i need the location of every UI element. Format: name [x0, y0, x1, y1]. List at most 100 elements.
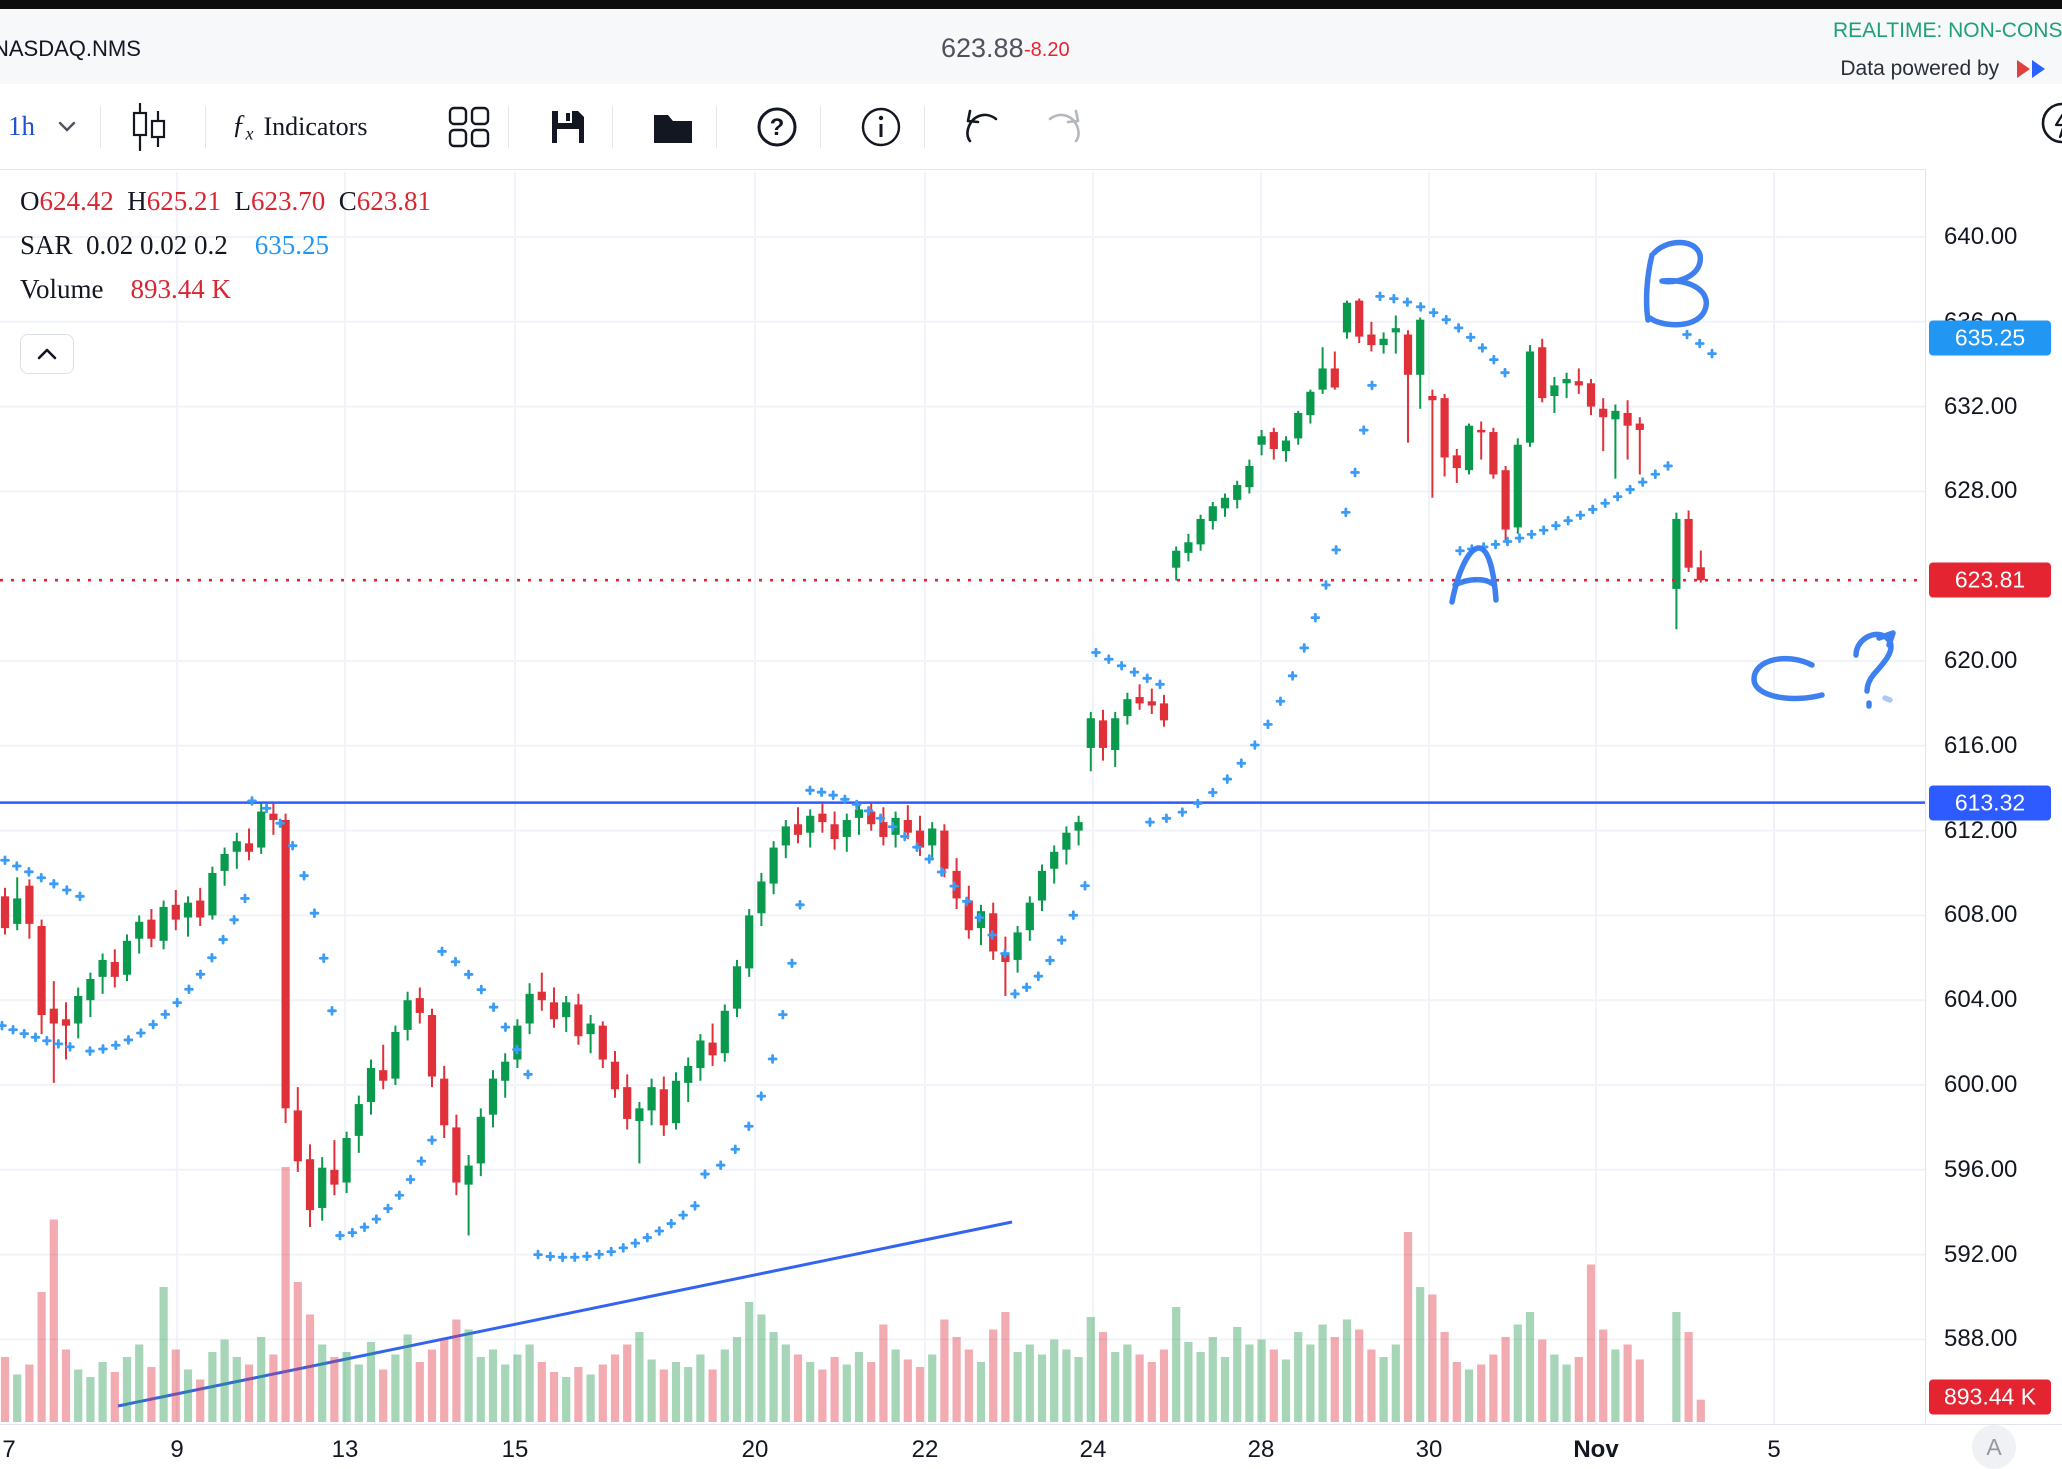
candle-body [1428, 396, 1437, 401]
candle-body [671, 1080, 681, 1124]
volume-bar [37, 1292, 46, 1422]
chart-legend: O624.42 H625.21 L623.70 C623.81 SAR 0.02… [20, 186, 445, 318]
wave-c-label-drawing[interactable] [1751, 655, 1825, 702]
data-powered-by: Data powered by [1700, 57, 2045, 81]
volume-bar [610, 1354, 620, 1422]
redo-button[interactable] [1040, 84, 1084, 169]
candle-body [1452, 455, 1461, 469]
volume-bar [366, 1342, 376, 1422]
candle-body [208, 873, 217, 916]
time-axis-label: 28 [1247, 1436, 1275, 1463]
volume-bar [1635, 1359, 1644, 1422]
candle-body [1013, 932, 1022, 960]
volume-bar [806, 1362, 815, 1422]
volume-bar [318, 1344, 327, 1422]
candle-body [1159, 703, 1169, 721]
candle-body [732, 966, 742, 1009]
trendline-drawing[interactable] [117, 1220, 1013, 1408]
question-smudge-drawing[interactable] [1882, 695, 1893, 703]
price-axis-label: 628.00 [1944, 477, 2018, 505]
volume-bar [208, 1352, 217, 1422]
candle-body [1379, 338, 1388, 346]
toolbar-separator [924, 106, 925, 148]
volume-bar [135, 1344, 144, 1422]
volume-bar [745, 1302, 754, 1422]
header-bar: NASDAQ.NMS 623.88 -8.20 REALTIME: NON-CO… [0, 9, 2062, 85]
volume-bar [1684, 1332, 1693, 1422]
chevron-down-icon[interactable] [58, 84, 76, 169]
undo-button[interactable] [962, 84, 1006, 169]
candle-body [452, 1127, 461, 1183]
volume-bar [1574, 1357, 1583, 1422]
time-axis[interactable]: 7 9 13 15 20 22 24 28 30 Nov 5 [0, 1424, 2062, 1469]
volume-bar [1367, 1349, 1376, 1422]
layout-grid-button[interactable] [448, 84, 490, 169]
price-axis-label: 612.00 [1944, 816, 2018, 844]
candle-body [610, 1061, 620, 1090]
indicators-button[interactable]: ƒx Indicators [232, 108, 368, 144]
volume-bar [928, 1354, 937, 1422]
volume-bar [110, 1372, 119, 1422]
volume-bar [915, 1367, 925, 1422]
candle-body [1684, 518, 1693, 568]
candle-body [1025, 902, 1034, 931]
time-axis-label: 9 [170, 1436, 184, 1463]
wave-b-label-drawing[interactable] [1643, 239, 1709, 328]
save-button[interactable] [548, 84, 588, 169]
volume-bar [513, 1354, 522, 1422]
interval-dropdown[interactable]: 1h [8, 111, 35, 141]
time-axis-label: 20 [741, 1436, 769, 1463]
info-button[interactable] [860, 84, 902, 169]
volume-bar [220, 1339, 229, 1422]
price-axis-label: 616.00 [1944, 731, 2018, 759]
candle-body [342, 1138, 351, 1183]
volume-bar [1391, 1344, 1400, 1422]
realtime-clock-button[interactable] [2036, 84, 2062, 169]
volume-bar [1257, 1339, 1266, 1422]
volume-bar [122, 1357, 132, 1422]
volume-bar [1672, 1312, 1681, 1422]
sar-indicator-readout: SAR 0.02 0.02 0.2 635.25 [20, 230, 330, 260]
volume-bar [867, 1362, 876, 1422]
candle-body [586, 1023, 595, 1035]
chart-toolbar: 1h ƒx Indicators? [0, 84, 2062, 170]
candle-body [1220, 497, 1230, 509]
candle-body [379, 1070, 388, 1081]
price-axis-label: 620.00 [1944, 647, 2018, 674]
volume-bar [879, 1324, 888, 1422]
volume-bar [1318, 1324, 1327, 1422]
account-badge[interactable]: A [1972, 1425, 2016, 1469]
time-axis-label: 13 [331, 1436, 359, 1463]
wave-a-label-drawing[interactable] [1449, 545, 1499, 605]
price-axis[interactable]: 640.00636.00632.00628.00620.00616.00612.… [1925, 169, 2062, 1424]
candle-body [708, 1042, 717, 1056]
volume-bar [781, 1344, 790, 1422]
candle-body [879, 822, 888, 837]
candle-body [1086, 718, 1095, 748]
candle-body [635, 1108, 644, 1122]
candle-body [562, 1002, 571, 1018]
volume-bar [1086, 1317, 1095, 1422]
time-axis-label: 24 [1079, 1436, 1107, 1463]
question-mark-drawing[interactable] [1853, 630, 1896, 709]
volume-bar [1220, 1357, 1230, 1422]
legend-collapse-button[interactable] [20, 334, 74, 374]
candle-body [464, 1165, 473, 1185]
sar-dots-above [1091, 647, 1165, 690]
candle-body [159, 906, 168, 941]
volume-bar [1586, 1264, 1596, 1422]
volume-bar [1464, 1369, 1474, 1422]
candle-body [903, 820, 912, 833]
candle-body [415, 998, 424, 1013]
candle-body [1562, 379, 1571, 384]
volume-bar [476, 1357, 485, 1422]
volume-bar [1196, 1352, 1205, 1422]
candle-body [196, 900, 205, 918]
candle-body [781, 826, 790, 846]
volume-bar [757, 1314, 766, 1422]
help-button[interactable]: ? [756, 84, 798, 169]
open-folder-button[interactable] [652, 84, 694, 169]
candle-style-button[interactable] [128, 84, 168, 169]
price-axis-label: 588.00 [1944, 1325, 2018, 1353]
